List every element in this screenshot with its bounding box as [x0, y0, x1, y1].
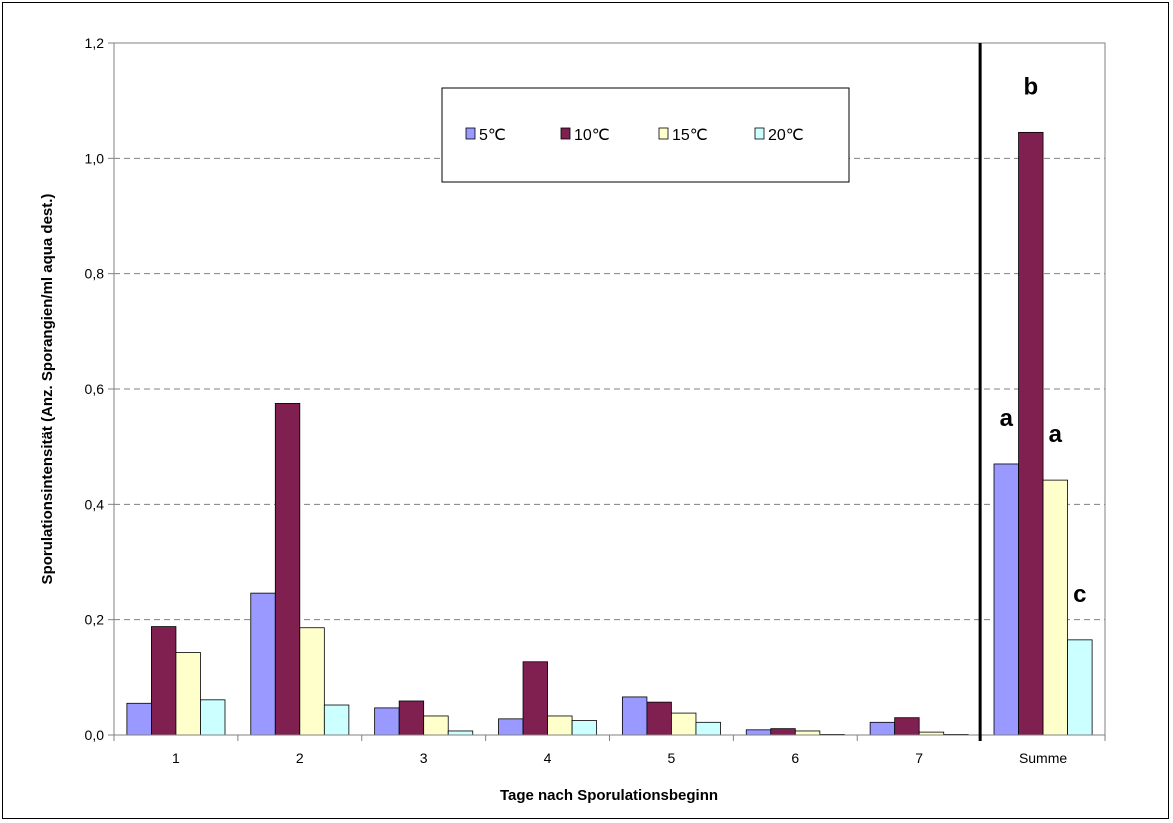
bar-4-4: [571, 720, 598, 736]
legend-swatch: [560, 127, 571, 140]
x-tick-label: 1: [172, 750, 180, 766]
bar-summe-3: [1042, 479, 1068, 736]
bar-3-2: [398, 700, 425, 736]
significance-letter: c: [1073, 581, 1086, 608]
bar-1-3: [175, 652, 201, 736]
bars: [126, 131, 1093, 736]
bar-3-4: [447, 730, 474, 736]
y-tick-label: 1,2: [85, 35, 105, 51]
bar-4-3: [547, 715, 573, 736]
bar-2-1: [250, 592, 276, 736]
bar-6-2: [770, 728, 796, 736]
bar-7-1: [869, 721, 896, 736]
y-tick-label: 0,4: [85, 496, 105, 512]
x-tick-label: 5: [668, 750, 676, 766]
y-tick-label: 0,0: [85, 727, 105, 743]
x-axis-ticks: 1 2 3 4 5 6 7 Summe: [113, 735, 1106, 766]
legend-swatch: [465, 127, 476, 140]
bar-6-3: [794, 730, 821, 736]
bar-6-1: [745, 729, 772, 736]
bar-1-4: [200, 699, 226, 736]
y-axis-ticks: 0,0 0,2 0,4 0,6 0,8 1,0 1,2: [85, 35, 114, 743]
legend-label: 15℃: [672, 127, 708, 144]
x-axis-title: Tage nach Sporulationsbeginn: [500, 787, 718, 804]
bar-7-2: [894, 717, 920, 736]
legend-label: 20℃: [768, 127, 804, 144]
bar-summe-1: [993, 463, 1019, 736]
significance-letter: a: [1000, 405, 1014, 432]
bar-2-4: [323, 704, 350, 736]
legend-label: 10℃: [574, 127, 610, 144]
bar-summe-2: [1018, 131, 1044, 736]
bar-summe-4: [1067, 639, 1093, 736]
significance-letters: a b a c: [1000, 73, 1087, 607]
bar-1-1: [126, 702, 152, 736]
bar-1-2: [151, 626, 177, 736]
x-tick-label: 2: [296, 750, 304, 766]
bar-3-3: [423, 715, 449, 736]
x-tick-label: 4: [544, 750, 552, 766]
significance-letter: b: [1023, 73, 1038, 100]
legend-swatch: [658, 127, 669, 140]
bar-5-4: [695, 721, 721, 736]
bar-2-2: [274, 403, 301, 736]
bar-4-2: [522, 661, 548, 736]
x-tick-label: 7: [915, 750, 923, 766]
y-axis-title: Sporulationsintensität (Anz. Sporangien/…: [39, 194, 56, 585]
x-tick-label: 6: [791, 750, 799, 766]
sporulation-bar-chart: 1 2 3 4 5 6 7 Summe 0,00,20,40,60,81,01,2 abac …: [39, 35, 1106, 804]
legend-box: [441, 87, 850, 183]
bar-3-1: [374, 707, 400, 736]
legend: 5℃ 10℃ 15℃ 20℃: [441, 87, 850, 183]
y-tick-label: 0,6: [85, 381, 105, 397]
x-tick-label: 3: [420, 750, 428, 766]
y-tick-label: 0,2: [85, 612, 105, 628]
bar-2-3: [299, 627, 325, 736]
legend-items: 5℃ 10℃ 15℃ 20℃: [465, 127, 804, 144]
bar-5-1: [621, 696, 648, 736]
x-tick-label: Summe: [1019, 750, 1067, 766]
bar-4-1: [498, 718, 524, 736]
significance-letter: a: [1049, 421, 1063, 448]
legend-label: 5℃: [479, 127, 506, 144]
legend-swatch: [754, 127, 765, 140]
bar-5-3: [671, 712, 697, 736]
y-tick-label: 0,8: [85, 266, 105, 282]
bar-5-2: [646, 701, 672, 736]
y-tick-label: 1,0: [85, 150, 105, 166]
